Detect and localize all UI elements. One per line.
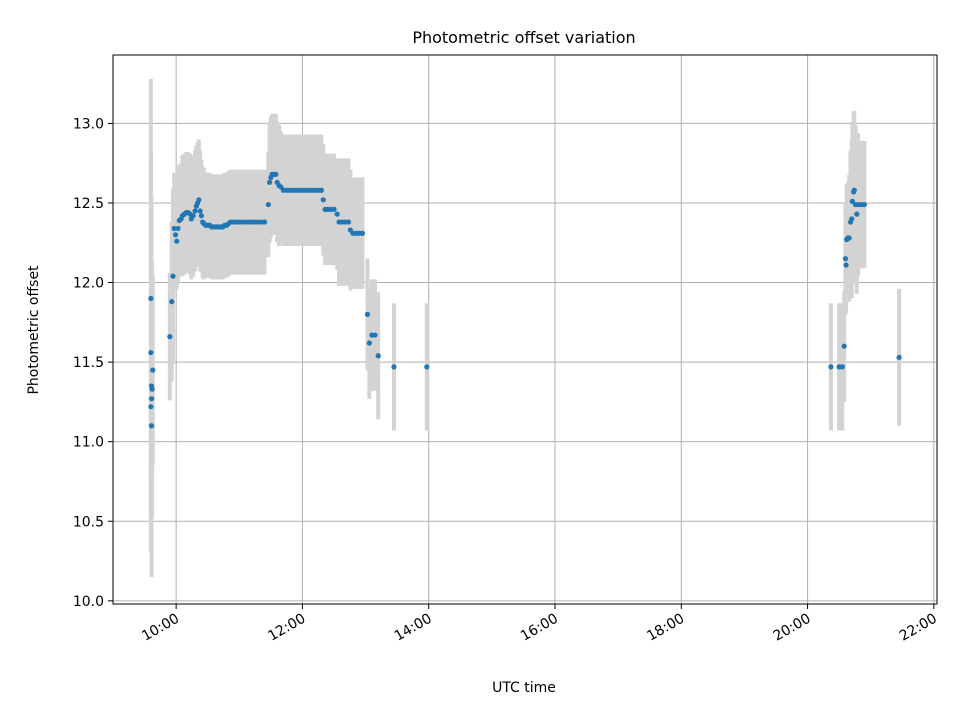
data-point [851, 187, 857, 193]
data-point [424, 364, 430, 370]
data-point [846, 235, 852, 241]
data-point [197, 208, 203, 214]
grid [113, 55, 937, 604]
data-point [167, 334, 173, 340]
data-point [198, 213, 204, 219]
data-point [375, 353, 381, 359]
data-point [148, 404, 154, 410]
y-tick-label: 12.5 [73, 196, 104, 212]
data-point [842, 256, 849, 262]
data-point [149, 386, 155, 392]
data-point [359, 230, 366, 236]
data-point [849, 216, 855, 222]
chart-title: Photometric offset variation [412, 28, 635, 47]
data-point [841, 343, 847, 349]
y-tick-label: 13.0 [73, 116, 104, 132]
data-point [148, 295, 154, 302]
y-tick-label: 10.0 [73, 594, 104, 610]
data-point [372, 332, 378, 338]
data-point [171, 225, 177, 232]
y-tick-label: 11.5 [73, 355, 104, 371]
data-point [843, 262, 849, 268]
data-point [190, 213, 196, 219]
y-axis-label: Photometric offset [26, 265, 42, 395]
data-point [320, 197, 326, 203]
data-point [172, 232, 179, 238]
data-point [265, 201, 271, 208]
data-point [364, 311, 371, 317]
y-tick-label: 12.0 [73, 276, 104, 292]
data-point [334, 211, 340, 217]
data-point [839, 364, 845, 370]
data-point [196, 197, 202, 203]
data-point [391, 364, 397, 370]
data-point [331, 206, 337, 212]
data-point [318, 187, 324, 193]
plot-frame [112, 54, 938, 605]
data-point [174, 238, 180, 244]
data-point [192, 208, 198, 214]
data-point [861, 201, 867, 208]
data-point [266, 179, 273, 185]
data-point [273, 171, 279, 177]
y-tick-label: 11.0 [73, 435, 104, 451]
data-point [828, 364, 834, 370]
data-point [148, 396, 155, 402]
data-point [261, 219, 268, 225]
data-point [345, 219, 352, 225]
data-point [896, 354, 902, 360]
data-point [170, 273, 176, 279]
data-point [169, 299, 175, 305]
data-point [849, 198, 855, 204]
x-axis-label: UTC time [492, 680, 556, 696]
data-point [366, 340, 372, 346]
y-tick-label: 10.5 [73, 514, 104, 530]
data-point [150, 367, 156, 373]
data-point [175, 225, 181, 232]
data-point [854, 211, 860, 217]
data-point [148, 349, 154, 356]
data-points [148, 171, 902, 429]
data-point [148, 423, 155, 429]
